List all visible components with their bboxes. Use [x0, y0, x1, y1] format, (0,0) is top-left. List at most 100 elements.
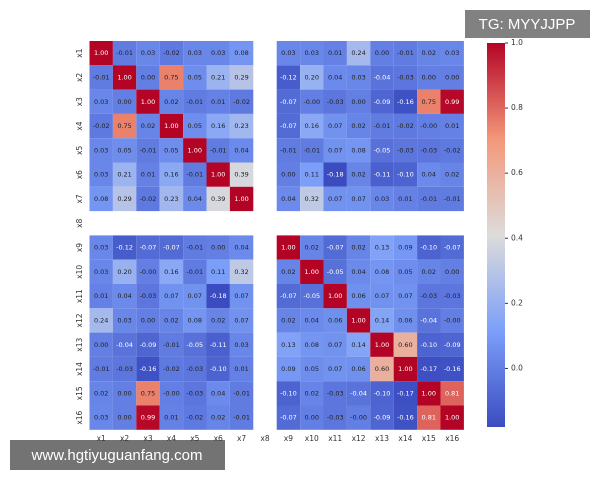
cell-label: 0.03	[94, 268, 108, 276]
cell	[183, 356, 207, 382]
cell-label: 0.16	[211, 122, 225, 130]
cell	[136, 41, 160, 66]
x-tick-label: x9	[284, 434, 293, 443]
cell	[89, 332, 113, 357]
cell	[206, 41, 230, 66]
cell	[136, 284, 160, 309]
x-tick-label: x15	[422, 434, 436, 443]
cell	[300, 259, 324, 284]
cell-label: -0.02	[233, 98, 250, 106]
cell	[183, 65, 207, 90]
cell-label: 0.21	[117, 171, 131, 179]
cell-label: 0.01	[164, 414, 178, 422]
cell	[112, 405, 137, 430]
y-tick-label: x5	[75, 146, 84, 155]
cell-label: 0.07	[188, 292, 202, 300]
cell	[89, 381, 113, 406]
cell-label: 0.04	[422, 171, 436, 179]
cell	[417, 332, 441, 357]
cell-label: -0.17	[397, 389, 414, 397]
cell-label: 0.03	[375, 195, 389, 203]
cell	[300, 235, 324, 260]
cell-label: -0.07	[444, 244, 461, 252]
cell-label: 0.04	[234, 244, 248, 252]
cell-label: 0.03	[351, 73, 365, 81]
cell-label: 0.07	[328, 146, 342, 154]
cell	[159, 186, 184, 212]
cell	[229, 356, 254, 382]
cell	[300, 89, 324, 114]
y-tick-label: x9	[75, 243, 84, 252]
cell-label: 0.04	[188, 195, 202, 203]
cell-label: 0.02	[141, 122, 155, 130]
x-tick-label: x5	[190, 434, 199, 443]
cell-label: -0.03	[397, 146, 414, 154]
x-tick-label: x3	[143, 434, 152, 443]
cell	[300, 162, 324, 187]
cell	[229, 332, 254, 357]
cell	[323, 186, 347, 212]
cell	[183, 89, 207, 114]
cell-label: -0.03	[397, 73, 414, 81]
cell-label: -0.11	[210, 341, 227, 349]
cell-label: 0.04	[234, 146, 248, 154]
cell	[393, 138, 418, 163]
cell-label: -0.01	[93, 365, 110, 373]
cell	[89, 65, 113, 90]
cell	[323, 332, 347, 357]
cell	[159, 332, 184, 357]
cell	[370, 65, 394, 90]
cell-label: 0.04	[211, 389, 225, 397]
cell	[276, 113, 301, 139]
cell-label: -0.10	[374, 389, 391, 397]
cell-label: -0.03	[444, 292, 461, 300]
cell	[323, 89, 347, 114]
cell	[346, 405, 371, 430]
cell	[346, 284, 371, 309]
cell-label: 0.13	[281, 341, 295, 349]
cell	[159, 284, 184, 309]
cell	[112, 356, 137, 382]
cell-label: 0.02	[281, 316, 295, 324]
cell-label: 0.23	[234, 122, 248, 130]
cell	[229, 138, 254, 163]
colorbar-tick-label: 1.0	[511, 38, 523, 47]
cell-label: 0.07	[398, 292, 412, 300]
cell-label: -0.02	[93, 122, 110, 130]
cell	[370, 113, 394, 139]
x-tick-label: x2	[120, 434, 129, 443]
cell-label: -0.01	[233, 389, 250, 397]
cell-label: -0.01	[116, 49, 133, 57]
cell-label: 0.14	[375, 316, 389, 324]
cell-label: 0.02	[281, 268, 295, 276]
cell-label: 0.16	[164, 268, 178, 276]
cell	[346, 113, 371, 139]
cell	[440, 332, 464, 357]
cell-label: -0.12	[116, 244, 133, 252]
cell-label: 0.00	[422, 73, 436, 81]
cell-label: 0.39	[211, 195, 225, 203]
cell	[276, 138, 301, 163]
cell-label: -0.03	[140, 292, 157, 300]
cell	[417, 405, 441, 430]
cell-label: 0.03	[94, 146, 108, 154]
cell	[206, 113, 230, 139]
cell	[393, 259, 418, 284]
cell	[440, 138, 464, 163]
x-tick-label: x7	[237, 434, 246, 443]
cell-label: 0.20	[117, 268, 131, 276]
cell-label: 0.29	[234, 73, 248, 81]
cell	[417, 284, 441, 309]
cell-label: 0.00	[445, 268, 459, 276]
cell	[206, 65, 230, 90]
cell	[229, 65, 254, 90]
cell-label: 0.07	[375, 292, 389, 300]
cell-label: 0.02	[351, 171, 365, 179]
cell-label: 1.00	[445, 414, 459, 422]
cell	[393, 65, 418, 90]
watermark-box	[10, 440, 225, 470]
cell-label: -0.03	[420, 146, 437, 154]
cell-label: -0.00	[350, 414, 367, 422]
cell	[159, 308, 184, 333]
colorbar-tick-label: 0.2	[511, 298, 523, 307]
